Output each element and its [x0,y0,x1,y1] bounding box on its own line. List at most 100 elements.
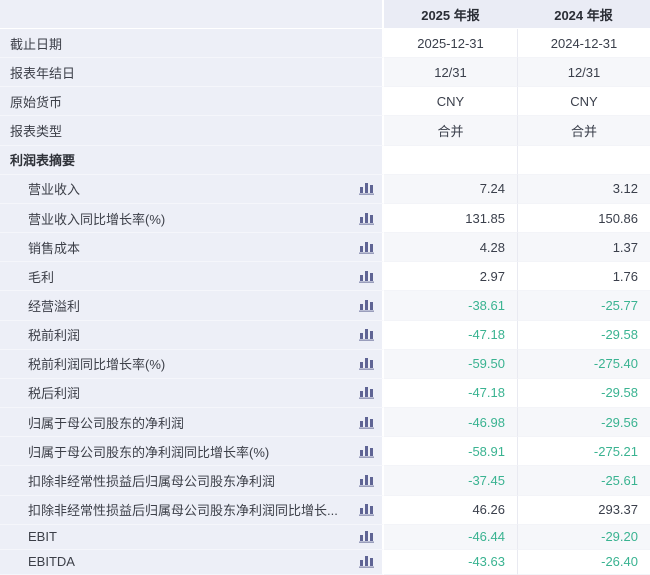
table-row: 销售成本 4.28 1.37 [0,233,650,263]
value-cell: -38.61 [384,291,517,321]
value-cell [517,145,650,175]
bar-chart-icon[interactable] [359,182,374,196]
row-label: 截止日期 [10,36,63,52]
value-cell: 4.28 [384,233,517,263]
value-cell: 46.26 [384,495,517,525]
column-header-2024: 2024 年报 [517,0,650,29]
row-label-cell: 毛利 [0,262,384,292]
value-cell: 12/31 [384,58,517,88]
table-row: 毛利 2.97 1.76 [0,262,650,292]
value-cell: 合并 [384,116,517,146]
row-label: 毛利 [28,269,55,285]
table-row: 原始货币 CNY CNY [0,87,650,117]
bar-chart-icon[interactable] [359,416,374,429]
value-cell: -26.40 [517,549,650,575]
value-cell: CNY [384,87,517,117]
value-cell: 2024-12-31 [517,29,650,59]
row-label-cell: 原始货币 [0,87,384,117]
bar-chart-icon[interactable] [359,328,374,342]
bar-chart-icon[interactable] [359,555,374,569]
bar-chart-icon[interactable] [359,357,374,371]
bar-chart-icon[interactable] [359,241,374,254]
value-cell: -37.45 [384,466,517,496]
value-cell: -46.44 [384,524,517,550]
value-cell: -43.63 [384,549,517,575]
row-label-cell: 归属于母公司股东的净利润 [0,408,384,438]
bar-chart-icon[interactable] [359,474,374,487]
value-cell: 1.37 [517,233,650,263]
value-cell: -47.18 [384,320,517,350]
row-label: 税前利润 [28,328,81,344]
value-cell: -25.61 [517,466,650,496]
row-label-cell: EBIT [0,524,384,550]
table-row: 税后利润 -47.18 -29.58 [0,378,650,409]
table-row: 截止日期 2025-12-31 2024-12-31 [0,29,650,59]
table-header-row: 2025 年报 2024 年报 [0,0,650,29]
row-label: 扣除非经常性损益后归属母公司股东净利润同比增长... [28,503,338,519]
bar-chart-icon[interactable] [359,299,374,312]
value-cell: -47.18 [384,378,517,409]
table-row: 税前利润同比增长率(%) -59.50 -275.40 [0,349,650,379]
table-row: 税前利润 -47.18 -29.58 [0,320,650,350]
value-cell: 12/31 [517,58,650,88]
row-label: EBIT [28,529,57,545]
row-label-cell: 销售成本 [0,233,384,263]
header-label-cell [0,0,384,29]
bar-chart-icon[interactable] [359,270,374,283]
table-row: 归属于母公司股东的净利润 -46.98 -29.56 [0,408,650,438]
bar-chart-icon[interactable] [359,530,374,544]
row-label-cell: 归属于母公司股东的净利润同比增长率(%) [0,437,384,467]
bar-chart-icon[interactable] [359,212,374,225]
table-row: 扣除非经常性损益后归属母公司股东净利润 -37.45 -25.61 [0,466,650,496]
row-label-cell: 扣除非经常性损益后归属母公司股东净利润 [0,466,384,496]
row-label: 扣除非经常性损益后归属母公司股东净利润 [28,473,276,489]
row-label: 销售成本 [28,240,81,256]
row-label: 原始货币 [10,94,63,110]
table-row: 利润表摘要 [0,145,650,175]
row-label-cell: 税前利润同比增长率(%) [0,349,384,379]
value-cell: -29.56 [517,408,650,438]
value-cell: 1.76 [517,262,650,292]
row-label-cell: 营业收入同比增长率(%) [0,203,384,234]
row-label-cell: 税前利润 [0,320,384,350]
value-cell: 293.37 [517,495,650,525]
row-label: 营业收入 [28,182,81,198]
row-label: 归属于母公司股东的净利润同比增长率(%) [28,444,270,460]
row-label: EBITDA [28,554,75,570]
bar-chart-icon[interactable] [359,503,374,517]
row-label-cell: 截止日期 [0,29,384,59]
value-cell: -29.20 [517,524,650,550]
bar-chart-icon[interactable] [359,445,374,458]
row-label: 报表年结日 [10,65,76,81]
row-label: 报表类型 [10,124,63,140]
row-label: 税前利润同比增长率(%) [28,357,166,373]
table-row: EBITDA -43.63 -26.40 [0,549,650,575]
table-row: 报表年结日 12/31 12/31 [0,58,650,88]
row-label-cell: 报表年结日 [0,58,384,88]
row-label: 营业收入同比增长率(%) [28,211,166,227]
value-cell: 150.86 [517,203,650,234]
value-cell: 2.97 [384,262,517,292]
value-cell: -29.58 [517,320,650,350]
row-label: 归属于母公司股东的净利润 [28,415,185,431]
value-cell: -59.50 [384,349,517,379]
value-cell: -275.40 [517,349,650,379]
row-label-cell: EBITDA [0,549,384,575]
value-cell: CNY [517,87,650,117]
row-label-cell: 利润表摘要 [0,145,384,175]
table-row: 营业收入 7.24 3.12 [0,174,650,204]
value-cell: 合并 [517,116,650,146]
value-cell: 7.24 [384,174,517,204]
value-cell: -275.21 [517,437,650,467]
table-row: 经营溢利 -38.61 -25.77 [0,291,650,321]
row-label-cell: 扣除非经常性损益后归属母公司股东净利润同比增长... [0,495,384,525]
table-row: 归属于母公司股东的净利润同比增长率(%) -58.91 -275.21 [0,437,650,467]
value-cell: 3.12 [517,174,650,204]
value-cell: 131.85 [384,203,517,234]
column-header-2025: 2025 年报 [384,0,517,29]
row-label: 税后利润 [28,386,81,402]
table-row: 扣除非经常性损益后归属母公司股东净利润同比增长... 46.26 293.37 [0,495,650,525]
table-row: 报表类型 合并 合并 [0,116,650,146]
bar-chart-icon[interactable] [359,386,374,400]
